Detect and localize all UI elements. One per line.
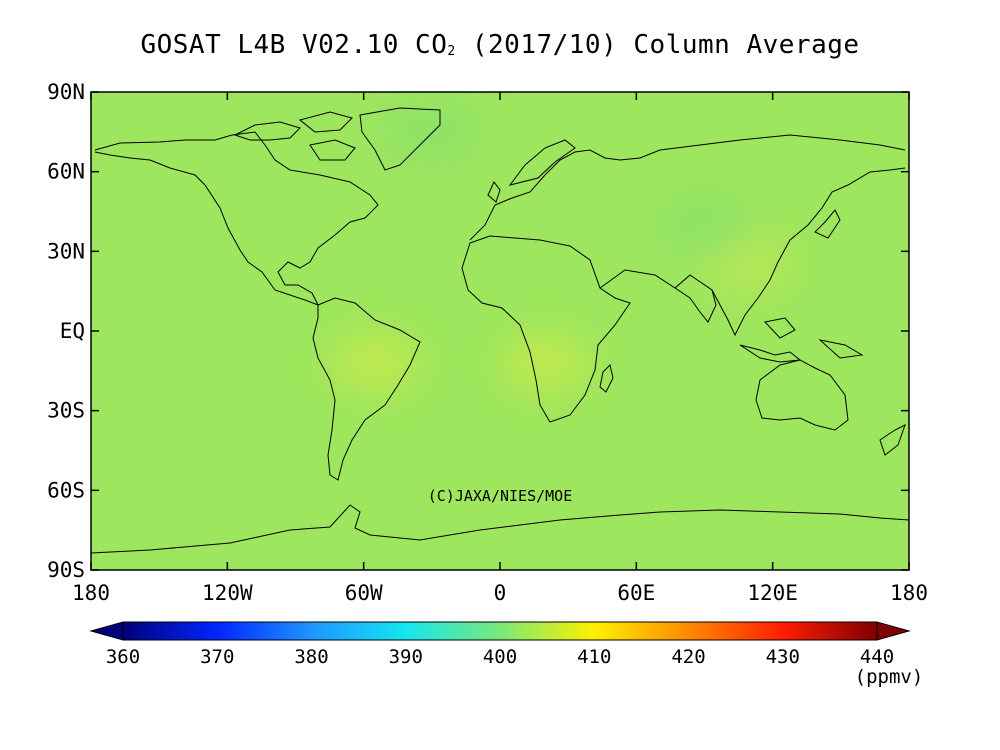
co2-anomaly-1: [500, 332, 591, 393]
x-tick-label: 0: [494, 581, 507, 605]
y-tick-label: 60N: [47, 160, 85, 184]
y-tick-label: 60S: [47, 478, 85, 502]
y-axis: 90N 60N 30N EQ 30S 60S 90S: [47, 80, 909, 582]
y-tick-label: 30S: [47, 399, 85, 423]
x-tick-label: 180: [72, 581, 110, 605]
colorbar-min-arrow: [89, 621, 124, 641]
x-tick-label: 120E: [747, 581, 798, 605]
colorbar-tick-label: 370: [200, 646, 234, 668]
colorbar-unit: (ppmv): [855, 666, 924, 688]
colorbar-tick-label: 390: [389, 646, 423, 668]
x-tick-label: 120W: [202, 581, 253, 605]
co2-anomaly-0: [330, 332, 421, 393]
y-tick-label: 90N: [47, 80, 85, 104]
credit-label: (C)JAXA/NIES/MOE: [428, 487, 573, 505]
x-axis: 180 120W 60W 0 60E 120E 180: [72, 92, 928, 605]
colorbar-tick-label: 410: [577, 646, 611, 668]
x-tick-label: 60W: [345, 581, 383, 605]
colorbar-tick-label: 430: [766, 646, 800, 668]
coastlines: [91, 107, 909, 554]
colorbar-tick-label: 360: [106, 646, 140, 668]
y-tick-label: 30N: [47, 239, 85, 263]
colorbar-tick-label: 440: [860, 646, 894, 668]
x-tick-label: 180: [890, 581, 928, 605]
chart-title: GOSAT L4B V02.10 CO2 (2017/10) Column Av…: [140, 30, 860, 60]
colorbar-tick-label: 380: [294, 646, 328, 668]
colorbar-tick-label: 420: [671, 646, 705, 668]
y-tick-label: EQ: [60, 319, 85, 343]
colorbar-tick-label: 400: [483, 646, 517, 668]
x-tick-label: 60E: [617, 581, 655, 605]
colorbar-gradient: [122, 621, 878, 641]
co2-anomaly-3: [659, 194, 750, 255]
colorbar: 360 370 380 390 400 410 420 430 440 (ppmv): [89, 621, 924, 688]
co2-field: [91, 92, 909, 570]
colorbar-max-arrow: [876, 621, 911, 641]
y-tick-label: 90S: [47, 558, 85, 582]
co2-anomaly-4: [386, 101, 477, 162]
co2-field-background: [91, 92, 909, 570]
